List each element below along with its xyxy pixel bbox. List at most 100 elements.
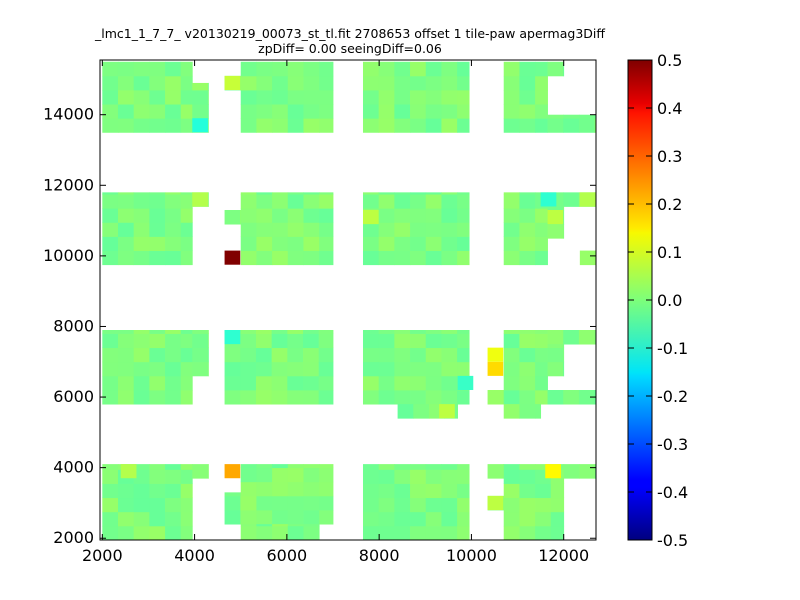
heatmap-cell xyxy=(425,192,442,195)
heatmap-cell xyxy=(149,118,166,133)
heatmap-cell xyxy=(165,469,182,484)
heatmap-cell xyxy=(519,90,536,105)
heatmap-cell xyxy=(180,497,193,513)
heatmap-cell xyxy=(563,330,580,345)
heatmap-cell xyxy=(117,192,135,195)
heatmap-cell xyxy=(240,492,242,497)
heatmap-cell xyxy=(378,194,395,209)
heatmap-cell xyxy=(192,333,209,349)
heatmap-cell xyxy=(255,375,273,391)
heatmap-cell xyxy=(578,330,596,345)
heatmap-cell-highlight xyxy=(224,75,241,90)
heatmap-cell xyxy=(362,194,380,209)
heatmap-cell xyxy=(272,208,289,223)
heatmap-cell xyxy=(425,208,442,223)
heatmap-cell xyxy=(180,250,193,266)
heatmap-cell xyxy=(102,208,119,223)
heatmap-cell xyxy=(535,525,552,541)
heatmap-cell xyxy=(457,483,470,499)
heatmap-cell xyxy=(180,90,193,105)
heatmap-region xyxy=(224,210,242,225)
heatmap-cell xyxy=(303,236,320,251)
heatmap-cell xyxy=(441,464,458,470)
heatmap-cell xyxy=(303,361,320,377)
heatmap-cell xyxy=(287,525,304,541)
heatmap-cell xyxy=(272,75,289,91)
heatmap-cell xyxy=(256,118,273,133)
heatmap-cell xyxy=(319,250,334,266)
heatmap-cell xyxy=(394,236,411,251)
heatmap-cell xyxy=(303,194,320,209)
heatmap-cell xyxy=(149,61,166,77)
heatmap-cell xyxy=(535,118,548,133)
heatmap-cell xyxy=(303,510,320,525)
heatmap-cell xyxy=(394,208,411,223)
heatmap-cell xyxy=(425,222,442,237)
heatmap-cell xyxy=(457,90,470,105)
heatmap-cell xyxy=(441,208,458,223)
heatmap-cell xyxy=(547,206,564,211)
heatmap-cell xyxy=(487,464,504,479)
heatmap-cell xyxy=(394,469,411,484)
heatmap-cell xyxy=(133,361,150,377)
heatmap-cell xyxy=(457,464,470,470)
heatmap-cell xyxy=(378,469,395,484)
heatmap-cell xyxy=(441,194,458,209)
heatmap-cell xyxy=(519,250,536,266)
y-tick-label: 12000 xyxy=(43,175,94,194)
heatmap-cell xyxy=(441,61,458,77)
heatmap-cell xyxy=(441,497,458,513)
heatmap-cell xyxy=(117,90,135,105)
heatmap-cell xyxy=(180,75,193,91)
heatmap-cell xyxy=(394,104,411,119)
heatmap-cell xyxy=(180,104,193,119)
heatmap-cell-highlight xyxy=(120,464,137,479)
heatmap-cell xyxy=(441,390,458,405)
heatmap-cell xyxy=(207,192,209,207)
heatmap-cell xyxy=(133,469,150,484)
heatmap-cell xyxy=(303,524,320,527)
heatmap-cell xyxy=(503,483,520,499)
heatmap-cell xyxy=(441,483,458,499)
heatmap-cell xyxy=(192,361,209,377)
x-tick-label: 2000 xyxy=(82,546,123,565)
heatmap-cell xyxy=(563,344,565,349)
heatmap-cell xyxy=(287,361,304,377)
colorbar-tick-label: -0.2 xyxy=(657,387,688,406)
heatmap-cell xyxy=(272,118,289,133)
heatmap-cell xyxy=(165,347,182,363)
heatmap-cell xyxy=(240,467,257,483)
heatmap-cell xyxy=(240,210,242,225)
heatmap-cell xyxy=(165,390,182,405)
heatmap-cell xyxy=(133,347,150,363)
heatmap-cell xyxy=(503,208,520,223)
heatmap-cell xyxy=(287,524,304,527)
colorbar: -0.5 -0.4 -0.3 -0.2 -0.1 0.0 0.1 0.2 0.3 0.4 0.5 xyxy=(627,51,688,550)
heatmap-cell xyxy=(547,114,564,119)
heatmap-cell xyxy=(240,118,257,133)
heatmap-cell xyxy=(303,390,320,405)
heatmap-region xyxy=(102,464,193,541)
heatmap-cell xyxy=(256,90,273,105)
heatmap-cell xyxy=(272,194,289,209)
heatmap-cell xyxy=(224,495,241,511)
heatmap-cell xyxy=(441,250,458,266)
heatmap-cell xyxy=(378,511,395,527)
heatmap-cell xyxy=(287,333,304,349)
heatmap-cell xyxy=(519,525,536,541)
heatmap-cell xyxy=(165,511,182,527)
heatmap-cell xyxy=(117,208,135,223)
heatmap-cell xyxy=(319,194,334,209)
heatmap-cell xyxy=(133,497,150,513)
heatmap-cell xyxy=(256,104,273,119)
heatmap-cell xyxy=(547,224,564,239)
heatmap-cell xyxy=(240,495,242,511)
heatmap-cell xyxy=(117,236,135,251)
heatmap-cell xyxy=(550,511,565,527)
heatmap-cell xyxy=(272,524,289,527)
heatmap-cell xyxy=(224,492,241,497)
heatmap-cell xyxy=(394,483,411,499)
heatmap-cell xyxy=(362,469,380,484)
heatmap-cell xyxy=(303,467,320,483)
heatmap-cell xyxy=(319,495,334,511)
